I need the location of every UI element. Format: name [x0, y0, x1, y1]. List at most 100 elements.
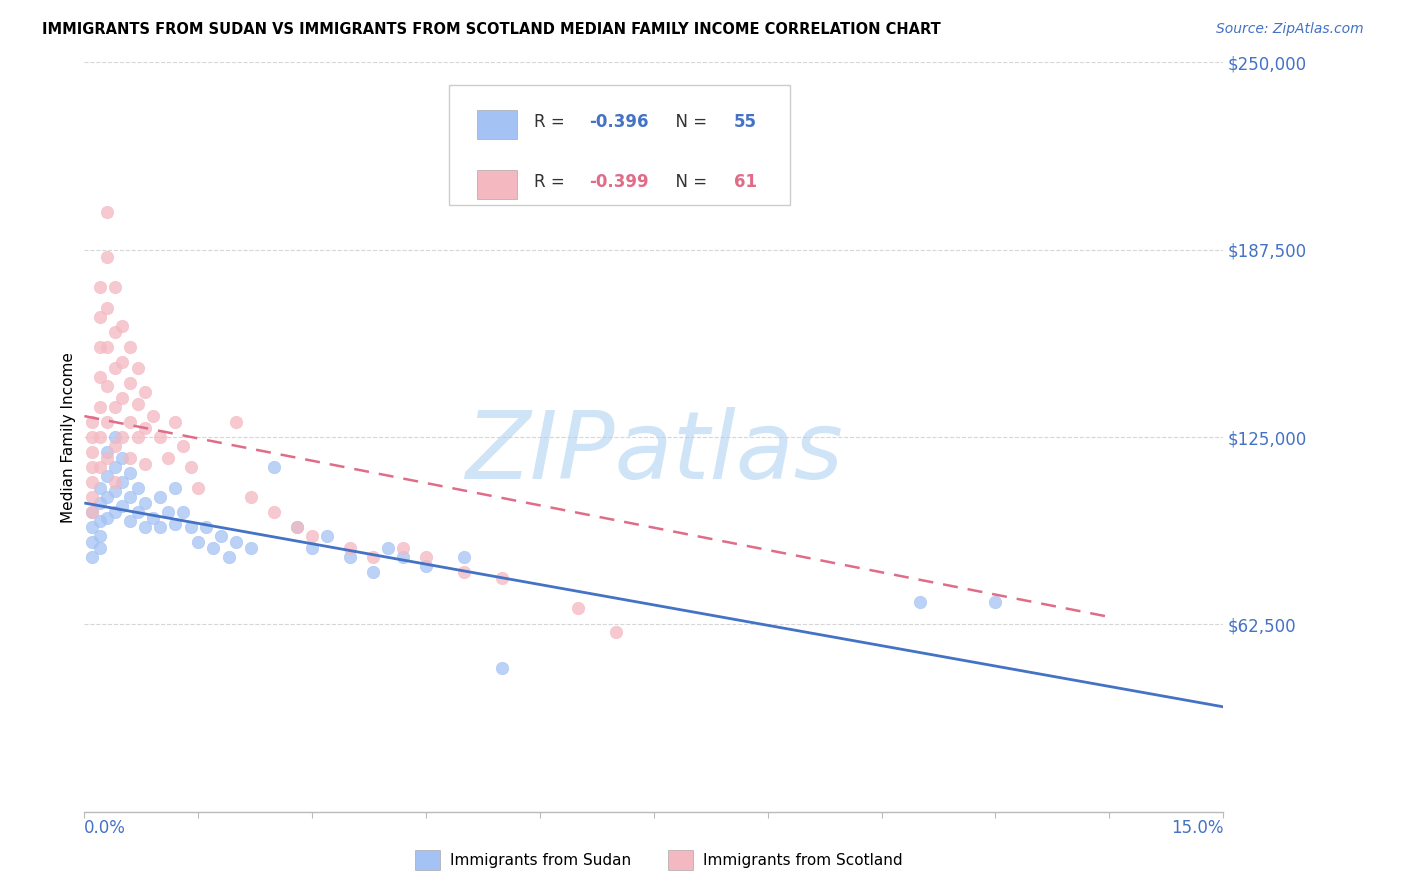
Point	[285, 520, 308, 534]
Point	[89, 430, 111, 444]
Point	[80, 415, 103, 429]
Point	[156, 451, 179, 466]
Point	[127, 481, 149, 495]
Point	[339, 541, 361, 555]
Point	[127, 397, 149, 411]
Point	[104, 483, 127, 498]
Point	[96, 340, 118, 354]
Text: 0.0%: 0.0%	[84, 819, 127, 838]
Point	[118, 466, 141, 480]
Point	[134, 520, 156, 534]
Point	[172, 505, 194, 519]
Point	[96, 250, 118, 264]
Point	[104, 400, 127, 414]
Point	[180, 520, 202, 534]
Point	[134, 421, 156, 435]
Point	[111, 475, 134, 489]
Point	[218, 549, 240, 564]
Point	[89, 496, 111, 510]
Text: N =: N =	[665, 113, 713, 131]
Y-axis label: Median Family Income: Median Family Income	[60, 351, 76, 523]
Point	[285, 520, 308, 534]
Point	[134, 457, 156, 471]
Point	[142, 511, 165, 525]
Point	[80, 520, 103, 534]
Point	[111, 499, 134, 513]
Point	[96, 511, 118, 525]
Point	[240, 541, 263, 555]
Point	[187, 535, 209, 549]
Text: -0.399: -0.399	[589, 173, 648, 191]
Point	[111, 319, 134, 334]
Point	[361, 565, 384, 579]
Point	[96, 415, 118, 429]
Point	[111, 355, 134, 369]
Point	[118, 415, 141, 429]
Text: R =: R =	[534, 113, 571, 131]
FancyBboxPatch shape	[477, 110, 517, 139]
Point	[118, 514, 141, 528]
Point	[89, 370, 111, 384]
Point	[187, 481, 209, 495]
Point	[80, 490, 103, 504]
Point	[361, 549, 384, 564]
Point	[118, 376, 141, 391]
Point	[453, 549, 475, 564]
Point	[415, 549, 437, 564]
Point	[453, 565, 475, 579]
Point	[209, 529, 232, 543]
Text: 61: 61	[734, 173, 756, 191]
Point	[96, 469, 118, 483]
Point	[80, 505, 103, 519]
FancyBboxPatch shape	[477, 170, 517, 199]
FancyBboxPatch shape	[449, 85, 790, 205]
Point	[127, 430, 149, 444]
Point	[104, 439, 127, 453]
Point	[156, 505, 179, 519]
Point	[104, 460, 127, 475]
Point	[225, 535, 247, 549]
Point	[89, 481, 111, 495]
Point	[567, 601, 589, 615]
Point	[96, 451, 118, 466]
Point	[491, 661, 513, 675]
Point	[80, 505, 103, 519]
Point	[605, 624, 627, 639]
Point	[89, 514, 111, 528]
Point	[89, 340, 111, 354]
Text: R =: R =	[534, 173, 571, 191]
Text: Immigrants from Sudan: Immigrants from Sudan	[450, 853, 631, 868]
Point	[392, 549, 415, 564]
Point	[96, 379, 118, 393]
Point	[149, 430, 172, 444]
Point	[301, 529, 323, 543]
Point	[908, 595, 931, 609]
Point	[415, 558, 437, 573]
Point	[263, 460, 285, 475]
Point	[984, 595, 1007, 609]
Point	[89, 280, 111, 294]
Point	[491, 571, 513, 585]
Point	[111, 451, 134, 466]
Point	[104, 280, 127, 294]
Point	[118, 340, 141, 354]
Point	[89, 460, 111, 475]
Point	[172, 439, 194, 453]
Point	[89, 529, 111, 543]
Point	[339, 549, 361, 564]
Text: -0.396: -0.396	[589, 113, 648, 131]
Text: Source: ZipAtlas.com: Source: ZipAtlas.com	[1216, 22, 1364, 37]
Point	[118, 490, 141, 504]
Point	[165, 415, 187, 429]
Point	[142, 409, 165, 423]
Point	[80, 549, 103, 564]
Point	[96, 205, 118, 219]
Point	[165, 516, 187, 531]
Point	[240, 490, 263, 504]
Point	[89, 400, 111, 414]
Point	[80, 460, 103, 475]
Point	[202, 541, 225, 555]
Point	[392, 541, 415, 555]
Text: 55: 55	[734, 113, 756, 131]
Point	[134, 385, 156, 400]
